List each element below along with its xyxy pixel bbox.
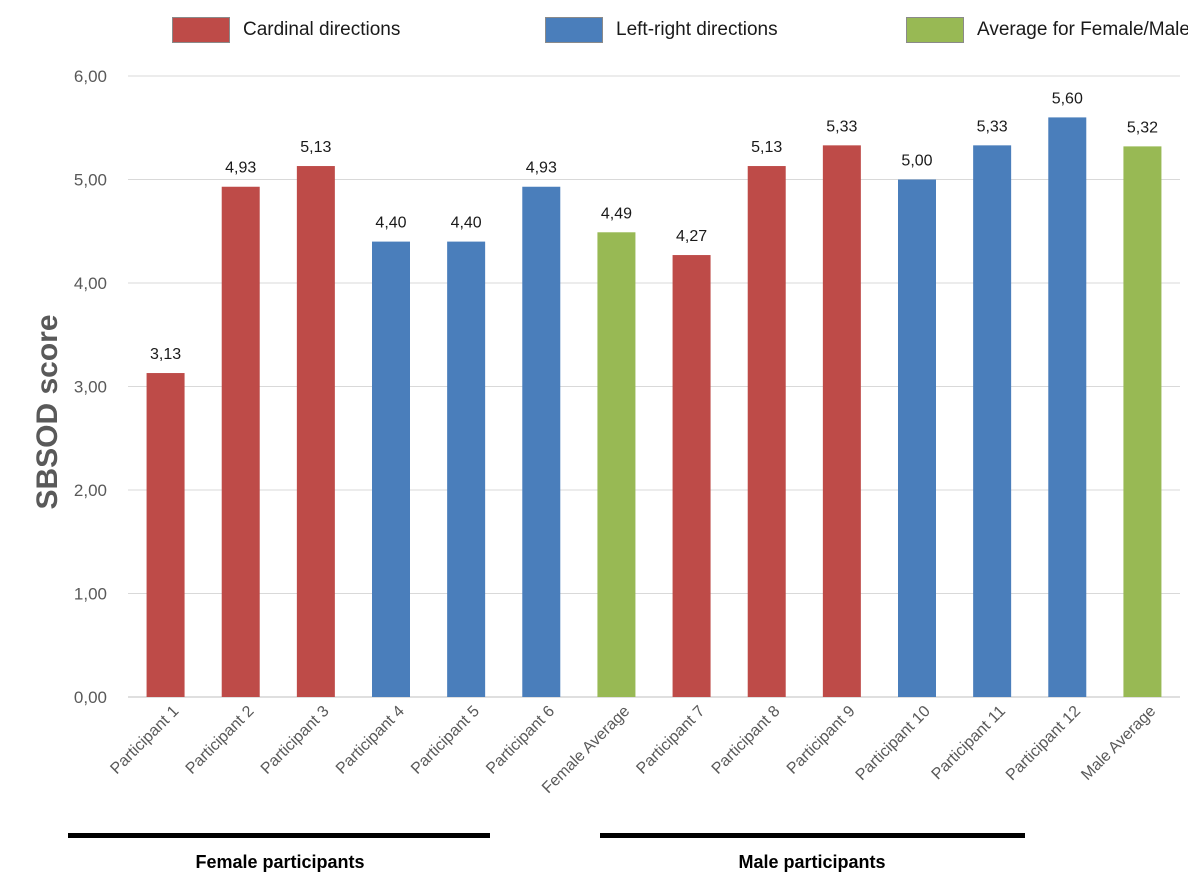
data-label: 4,27 [676, 228, 707, 245]
bar [1123, 146, 1162, 697]
legend-item-average: Average for Female/Male [906, 17, 1188, 43]
x-tick-label: Participant 2 [183, 703, 258, 778]
x-tick-label: Participant 7 [633, 703, 708, 778]
legend-label-cardinal: Cardinal directions [243, 19, 401, 40]
x-tick-label: Participant 3 [258, 703, 333, 778]
data-label: 4,40 [451, 215, 482, 232]
y-tick-label: 3,00 [74, 378, 107, 397]
data-label: 5,13 [300, 139, 331, 156]
y-tick-label: 5,00 [74, 171, 107, 190]
data-label: 4,40 [375, 215, 406, 232]
bar [447, 241, 486, 697]
y-tick-label: 4,00 [74, 274, 107, 293]
x-tick-label: Participant 5 [408, 703, 483, 778]
female-group-bracket [68, 833, 490, 838]
legend-item-left-right: Left-right directions [545, 17, 778, 43]
data-label: 5,32 [1127, 119, 1158, 136]
legend-swatch-left-right [545, 17, 603, 43]
x-tick-label: Participant 9 [784, 703, 859, 778]
x-tick-label: Participant 4 [333, 703, 408, 778]
data-label: 4,93 [225, 160, 256, 177]
bar [522, 186, 561, 697]
x-tick-label: Participant 12 [1003, 703, 1084, 784]
legend-label-average: Average for Female/Male [977, 19, 1188, 40]
data-label: 4,93 [526, 160, 557, 177]
data-label: 5,13 [751, 139, 782, 156]
legend-label-left-right: Left-right directions [616, 19, 778, 40]
legend-swatch-average [906, 17, 964, 43]
x-tick-label: Participant 8 [709, 703, 784, 778]
data-label: 5,33 [826, 118, 857, 135]
bar [146, 373, 185, 697]
data-label: 4,49 [601, 205, 632, 222]
bar [1048, 117, 1087, 697]
data-label: 5,33 [977, 118, 1008, 135]
bar [672, 255, 711, 697]
male-group-label: Male participants [738, 852, 886, 872]
bar [221, 186, 260, 697]
data-label: 5,00 [901, 153, 932, 170]
data-label: 3,13 [150, 346, 181, 363]
bar [597, 232, 636, 697]
y-tick-label: 2,00 [74, 481, 107, 500]
y-tick-label: 0,00 [74, 688, 107, 707]
bar [898, 179, 936, 697]
bar [372, 241, 410, 697]
bar [822, 145, 861, 698]
female-group-label: Female participants [195, 852, 365, 872]
x-tick-label: Participant 10 [853, 703, 934, 784]
y-tick-label: 1,00 [74, 585, 107, 604]
bar [973, 145, 1012, 698]
male-group-bracket [600, 833, 1025, 838]
legend-swatch-cardinal [172, 17, 230, 43]
x-tick-label: Participant 11 [929, 703, 1009, 783]
x-tick-label: Participant 6 [483, 703, 558, 778]
data-label: 5,60 [1052, 90, 1083, 107]
bar [296, 166, 335, 698]
y-tick-label: 6,00 [74, 67, 107, 86]
x-tick-label: Male Average [1078, 703, 1159, 784]
x-tick-label: Participant 1 [107, 703, 182, 778]
bar [747, 166, 786, 698]
legend-item-cardinal: Cardinal directions [172, 17, 400, 43]
